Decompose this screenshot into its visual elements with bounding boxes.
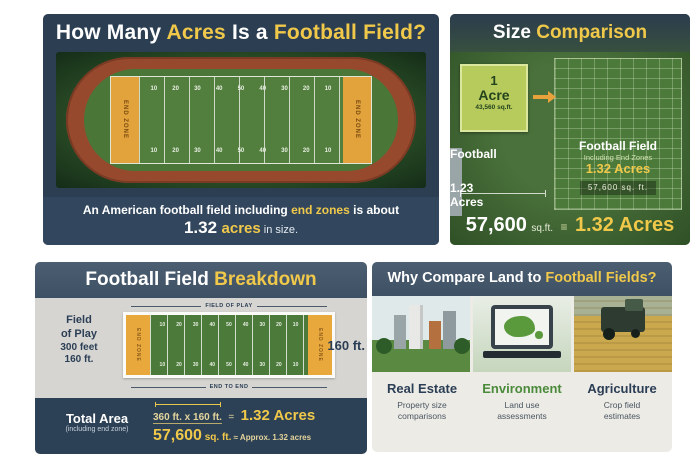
yard-number: 20	[276, 362, 282, 369]
width-dimension: 160 ft.	[327, 338, 365, 353]
yard-numbers-top: 10 20 30 40 50 40 30 20 10	[154, 322, 304, 328]
yard-number: 40	[215, 86, 223, 93]
yard-number: 20	[276, 321, 282, 328]
total-area-calculation: 360 ft. x 160 ft. = 1.32 Acres 57,600 sq…	[153, 402, 361, 445]
panel4-title: Why Compare Land to Football Fields?	[372, 262, 672, 296]
yard-number: 20	[176, 362, 182, 369]
yard-number: 50	[237, 86, 245, 93]
yard-number: 40	[209, 321, 216, 328]
yard-number: 30	[194, 86, 201, 93]
measurement-bracket	[460, 190, 546, 197]
yard-number: 30	[259, 362, 266, 369]
measurement-bracket	[155, 402, 221, 407]
tree-icon	[375, 337, 392, 354]
football-field-grid-illustration	[554, 58, 682, 210]
yard-numbers-top: 10 20 30 40 50 40 30 20 10	[143, 86, 339, 92]
stadium-illustration: END ZONE 10 20 30 40 50 40 30 20 10 10 20 30 40 50 40…	[56, 52, 426, 188]
yard-number: 40	[259, 86, 267, 93]
equivalence-icon: ≡	[560, 220, 568, 234]
yard-number: 10	[150, 147, 158, 154]
panel2-title: Size Comparison	[450, 14, 690, 52]
field-of-play: 10 20 30 40 50 40 30 20 10 10 20 30 40 50 40 30 20 10	[139, 77, 343, 163]
map-icon	[504, 315, 535, 338]
arrow-right-icon	[533, 91, 556, 103]
yard-numbers-bottom: 10 20 30 40 50 40 30 20 10	[143, 148, 339, 154]
football-field: END ZONE 10 20 30 40 50 40 30 20 10 10 20 30 40 50 40…	[110, 76, 372, 164]
end-zone-right: END ZONE	[343, 77, 371, 163]
yard-number: 20	[172, 86, 179, 93]
yard-number: 10	[324, 147, 332, 154]
column-environment: Environment Land use assessments	[482, 381, 562, 421]
yard-number: 40	[242, 362, 249, 369]
end-zone-left: END ZONE	[126, 315, 150, 375]
yard-number: 50	[237, 147, 245, 154]
football-stat: Football 1.23 Acres	[450, 147, 552, 216]
yard-number: 20	[176, 321, 182, 328]
field-of-play-label: Field of Play 300 feet 160 ft.	[60, 314, 98, 365]
city-buildings-illustration	[372, 296, 470, 372]
yard-number: 20	[172, 147, 179, 154]
yard-number: 30	[281, 86, 288, 93]
yard-number: 10	[324, 86, 332, 93]
dimension-bottom: END TO END	[131, 384, 328, 390]
laptop-map-illustration	[473, 296, 571, 372]
yard-number: 50	[226, 362, 232, 369]
field-of-play: 10 20 30 40 50 40 30 20 10 10 20 30 40 50 40 30 20 10	[150, 315, 308, 375]
total-area-label: Total Area (including end zone)	[65, 411, 129, 433]
panel-how-many-acres: How Many Acres Is a Football Field? END …	[43, 14, 439, 245]
panel4-columns: Real Estate Property size comparisons En…	[372, 372, 672, 422]
yard-number: 30	[192, 362, 199, 369]
yard-number: 20	[302, 147, 310, 154]
yard-number: 40	[215, 147, 223, 154]
yard-number: 10	[150, 86, 158, 93]
panel3-footer: Total Area (including end zone) 360 ft. …	[35, 398, 367, 454]
panel1-title: How Many Acres Is a Football Field?	[55, 21, 427, 44]
panel2-body: 1 Acre 43,560 sq.ft. Football 1.23 Acres…	[450, 52, 690, 245]
panel-field-breakdown: Football Field Breakdown Field of Play 3…	[35, 262, 367, 454]
yard-number: 30	[194, 147, 201, 154]
laptop-icon	[490, 305, 554, 350]
yard-number: 40	[242, 321, 249, 328]
yard-number: 10	[159, 362, 166, 369]
panel4-illustrations	[372, 296, 672, 372]
panel1-caption: An American football field including end…	[43, 197, 439, 245]
yard-numbers-bottom: 10 20 30 40 50 40 30 20 10	[154, 362, 304, 368]
yard-number: 30	[192, 321, 199, 328]
panel-why-compare: Why Compare Land to Football Fields?	[372, 262, 672, 452]
yard-number: 20	[302, 86, 310, 93]
panel3-title: Football Field Breakdown	[35, 262, 367, 298]
equivalence-line: 57,600 sq.ft. ≡ 1.32 Acres	[465, 214, 675, 236]
acres-value: 1.32	[183, 218, 218, 237]
yard-number: 50	[226, 321, 232, 328]
yard-number: 30	[281, 147, 288, 154]
panel3-diagram: Field of Play 300 feet 160 ft. FIELD OF …	[35, 298, 367, 398]
yard-number: 40	[209, 362, 216, 369]
end-zone-right: END ZONE	[308, 315, 332, 375]
field-diagram: END ZONE 10 20 30 40 50 40 30 20 10 10 20 30 40 50 40…	[123, 312, 335, 378]
column-agriculture: Agriculture Crop field estimates	[587, 381, 657, 421]
sqft-badge: 57,600 sq. ft.	[579, 181, 657, 195]
yard-number: 30	[259, 321, 266, 328]
column-real-estate: Real Estate Property size comparisons	[386, 381, 458, 421]
tractor-field-illustration	[574, 296, 672, 372]
yard-number: 10	[292, 362, 299, 369]
yard-number: 40	[259, 147, 267, 154]
yard-number: 10	[292, 321, 299, 328]
dimension-top: FIELD OF PLAY	[131, 303, 327, 309]
tree-icon	[454, 337, 470, 354]
panel-size-comparison: Size Comparison 1 Acre 43,560 sq.ft. Foo…	[450, 14, 690, 245]
one-acre-square: 1 Acre 43,560 sq.ft.	[460, 64, 528, 132]
end-zone-left: END ZONE	[111, 77, 139, 163]
yard-number: 10	[159, 321, 166, 328]
football-field-stat: Football Field Including End Zones 1.32 …	[554, 139, 682, 196]
